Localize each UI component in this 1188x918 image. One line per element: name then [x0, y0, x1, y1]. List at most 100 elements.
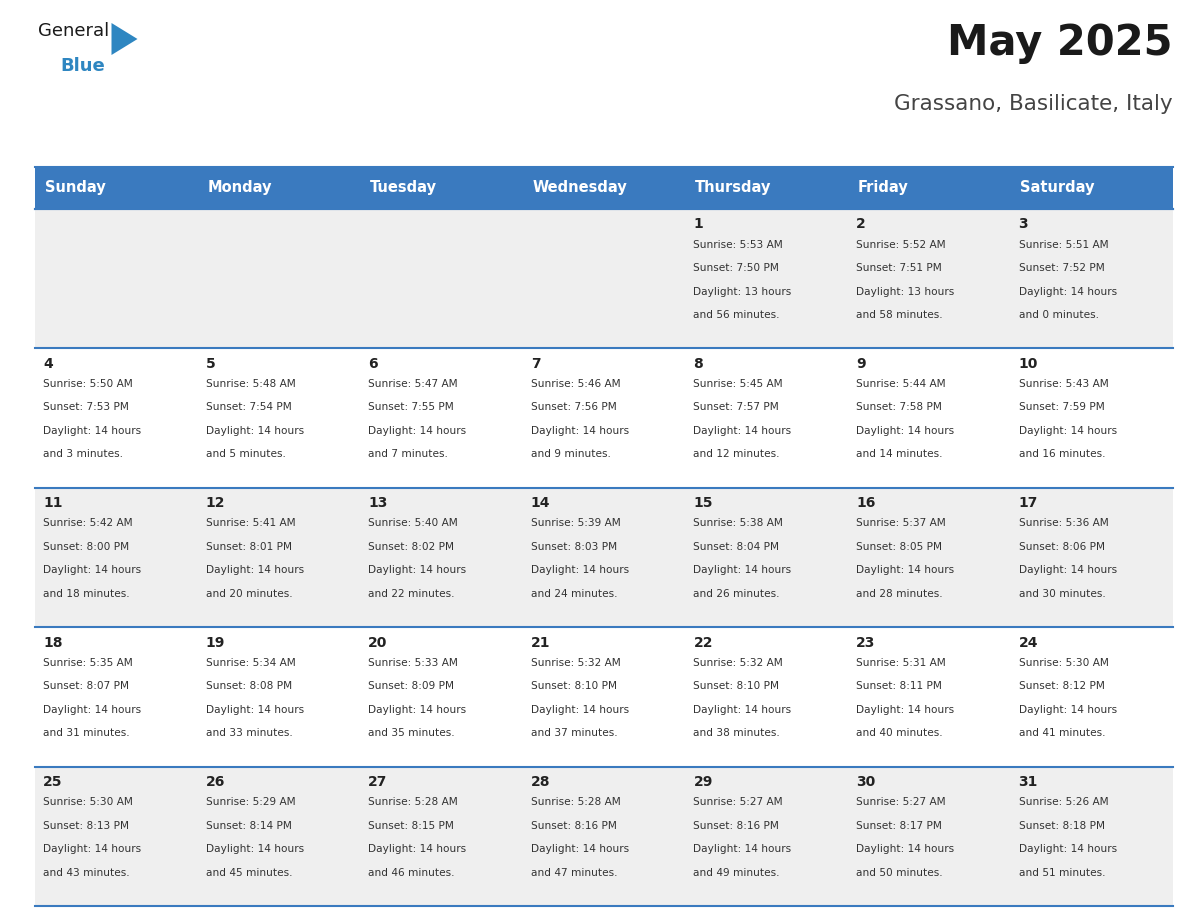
- Bar: [1011, 487, 1173, 627]
- Text: Daylight: 14 hours: Daylight: 14 hours: [43, 426, 141, 436]
- Text: Daylight: 14 hours: Daylight: 14 hours: [857, 426, 954, 436]
- Bar: [523, 167, 685, 209]
- Text: and 33 minutes.: and 33 minutes.: [206, 728, 292, 738]
- Text: Sunset: 8:04 PM: Sunset: 8:04 PM: [694, 542, 779, 552]
- Text: Sunrise: 5:39 AM: Sunrise: 5:39 AM: [531, 519, 620, 529]
- Bar: [360, 167, 523, 209]
- Text: 19: 19: [206, 635, 225, 650]
- Bar: [685, 209, 848, 349]
- Bar: [848, 487, 1011, 627]
- Text: Sunrise: 5:28 AM: Sunrise: 5:28 AM: [368, 797, 459, 807]
- Text: Daylight: 14 hours: Daylight: 14 hours: [1018, 565, 1117, 576]
- Text: Daylight: 14 hours: Daylight: 14 hours: [368, 845, 467, 854]
- Text: Sunrise: 5:50 AM: Sunrise: 5:50 AM: [43, 379, 133, 389]
- Bar: [1011, 167, 1173, 209]
- Text: Sunrise: 5:35 AM: Sunrise: 5:35 AM: [43, 658, 133, 668]
- Bar: [685, 627, 848, 767]
- Text: 24: 24: [1018, 635, 1038, 650]
- Text: Sunrise: 5:40 AM: Sunrise: 5:40 AM: [368, 519, 459, 529]
- Text: Sunrise: 5:38 AM: Sunrise: 5:38 AM: [694, 519, 783, 529]
- Text: and 35 minutes.: and 35 minutes.: [368, 728, 455, 738]
- Text: Sunset: 7:51 PM: Sunset: 7:51 PM: [857, 263, 942, 273]
- Text: Daylight: 14 hours: Daylight: 14 hours: [368, 565, 467, 576]
- Text: 1: 1: [694, 218, 703, 231]
- Text: Daylight: 14 hours: Daylight: 14 hours: [1018, 286, 1117, 297]
- Text: 20: 20: [368, 635, 387, 650]
- Text: Daylight: 14 hours: Daylight: 14 hours: [1018, 845, 1117, 854]
- Text: and 31 minutes.: and 31 minutes.: [43, 728, 129, 738]
- Text: Sunrise: 5:28 AM: Sunrise: 5:28 AM: [531, 797, 620, 807]
- Text: 29: 29: [694, 775, 713, 789]
- Text: Sunrise: 5:47 AM: Sunrise: 5:47 AM: [368, 379, 457, 389]
- Text: May 2025: May 2025: [948, 22, 1173, 64]
- Bar: [197, 349, 360, 487]
- Bar: [197, 767, 360, 906]
- Text: Sunset: 8:10 PM: Sunset: 8:10 PM: [694, 681, 779, 691]
- Text: Sunrise: 5:51 AM: Sunrise: 5:51 AM: [1018, 240, 1108, 250]
- Text: Sunset: 8:06 PM: Sunset: 8:06 PM: [1018, 542, 1105, 552]
- Text: 17: 17: [1018, 496, 1038, 510]
- Text: Sunrise: 5:30 AM: Sunrise: 5:30 AM: [1018, 658, 1108, 668]
- Bar: [848, 167, 1011, 209]
- Text: and 14 minutes.: and 14 minutes.: [857, 449, 942, 459]
- Bar: [685, 349, 848, 487]
- Text: Daylight: 14 hours: Daylight: 14 hours: [368, 426, 467, 436]
- Text: and 43 minutes.: and 43 minutes.: [43, 868, 129, 878]
- Text: Daylight: 14 hours: Daylight: 14 hours: [206, 705, 304, 715]
- Text: Sunrise: 5:32 AM: Sunrise: 5:32 AM: [694, 658, 783, 668]
- Text: 21: 21: [531, 635, 550, 650]
- Text: 31: 31: [1018, 775, 1038, 789]
- Text: Daylight: 14 hours: Daylight: 14 hours: [531, 705, 628, 715]
- Text: Daylight: 14 hours: Daylight: 14 hours: [531, 565, 628, 576]
- Text: Grassano, Basilicate, Italy: Grassano, Basilicate, Italy: [895, 94, 1173, 114]
- Text: Daylight: 14 hours: Daylight: 14 hours: [531, 426, 628, 436]
- Text: Thursday: Thursday: [695, 181, 771, 196]
- Text: Daylight: 14 hours: Daylight: 14 hours: [694, 845, 791, 854]
- Text: and 3 minutes.: and 3 minutes.: [43, 449, 124, 459]
- Text: and 58 minutes.: and 58 minutes.: [857, 310, 942, 320]
- Bar: [34, 487, 197, 627]
- Text: Daylight: 14 hours: Daylight: 14 hours: [43, 845, 141, 854]
- Bar: [848, 209, 1011, 349]
- Text: Sunset: 8:16 PM: Sunset: 8:16 PM: [694, 821, 779, 831]
- Text: 4: 4: [43, 357, 53, 371]
- Text: Daylight: 14 hours: Daylight: 14 hours: [694, 426, 791, 436]
- Text: Sunrise: 5:41 AM: Sunrise: 5:41 AM: [206, 519, 296, 529]
- Bar: [197, 167, 360, 209]
- Text: Sunrise: 5:32 AM: Sunrise: 5:32 AM: [531, 658, 620, 668]
- Text: Daylight: 13 hours: Daylight: 13 hours: [857, 286, 954, 297]
- Text: and 56 minutes.: and 56 minutes.: [694, 310, 779, 320]
- Text: and 16 minutes.: and 16 minutes.: [1018, 449, 1105, 459]
- Bar: [523, 209, 685, 349]
- Text: Daylight: 14 hours: Daylight: 14 hours: [857, 705, 954, 715]
- Text: 9: 9: [857, 357, 866, 371]
- Text: 16: 16: [857, 496, 876, 510]
- Text: Daylight: 14 hours: Daylight: 14 hours: [694, 565, 791, 576]
- Text: Daylight: 14 hours: Daylight: 14 hours: [857, 845, 954, 854]
- Text: Sunset: 7:56 PM: Sunset: 7:56 PM: [531, 402, 617, 412]
- Text: Sunrise: 5:36 AM: Sunrise: 5:36 AM: [1018, 519, 1108, 529]
- Text: 15: 15: [694, 496, 713, 510]
- Bar: [685, 167, 848, 209]
- Text: 5: 5: [206, 357, 215, 371]
- Text: Sunset: 8:11 PM: Sunset: 8:11 PM: [857, 681, 942, 691]
- Text: Tuesday: Tuesday: [369, 181, 437, 196]
- Text: Sunrise: 5:53 AM: Sunrise: 5:53 AM: [694, 240, 783, 250]
- Text: 3: 3: [1018, 218, 1028, 231]
- Polygon shape: [112, 23, 138, 55]
- Text: Sunset: 8:07 PM: Sunset: 8:07 PM: [43, 681, 129, 691]
- Text: Daylight: 14 hours: Daylight: 14 hours: [531, 845, 628, 854]
- Text: and 12 minutes.: and 12 minutes.: [694, 449, 779, 459]
- Text: Sunrise: 5:27 AM: Sunrise: 5:27 AM: [694, 797, 783, 807]
- Text: 14: 14: [531, 496, 550, 510]
- Text: Daylight: 14 hours: Daylight: 14 hours: [368, 705, 467, 715]
- Text: Sunset: 7:58 PM: Sunset: 7:58 PM: [857, 402, 942, 412]
- Text: Daylight: 14 hours: Daylight: 14 hours: [857, 565, 954, 576]
- Bar: [848, 349, 1011, 487]
- Text: Sunrise: 5:46 AM: Sunrise: 5:46 AM: [531, 379, 620, 389]
- Text: Sunset: 7:52 PM: Sunset: 7:52 PM: [1018, 263, 1105, 273]
- Text: and 5 minutes.: and 5 minutes.: [206, 449, 285, 459]
- Text: Sunset: 8:05 PM: Sunset: 8:05 PM: [857, 542, 942, 552]
- Text: Daylight: 14 hours: Daylight: 14 hours: [694, 705, 791, 715]
- Text: Sunrise: 5:45 AM: Sunrise: 5:45 AM: [694, 379, 783, 389]
